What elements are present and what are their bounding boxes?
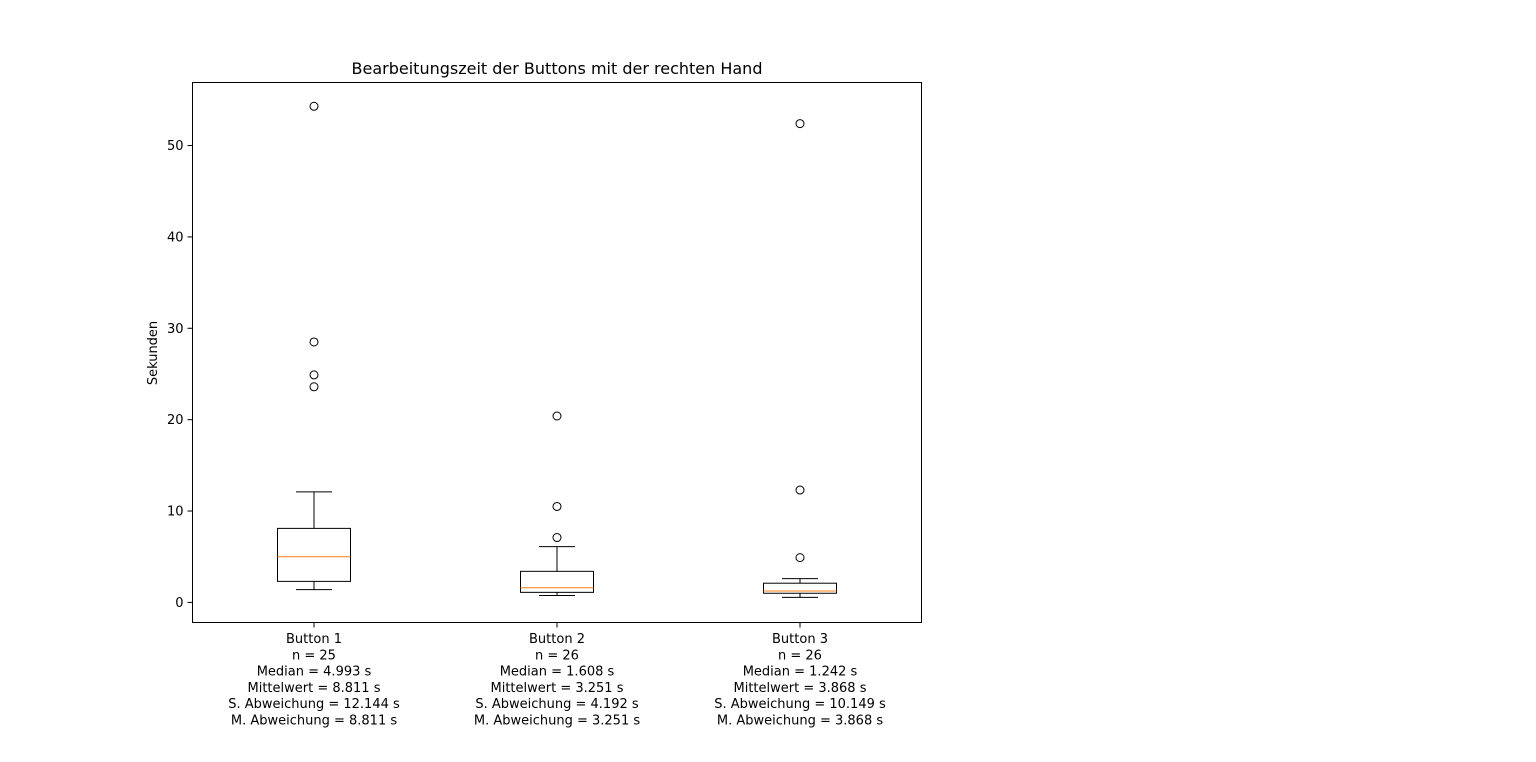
x-tick-label-line: Mittelwert = 8.811 s [248,681,381,696]
box-iqr [520,570,594,593]
x-tick-label-line: Button 2 [529,632,585,647]
y-tick-label: 40 [167,230,184,245]
x-tick-label-line: Mittelwert = 3.251 s [491,681,624,696]
outlier-point [309,101,319,111]
outlier-point [552,411,562,421]
x-tick-label-line: S. Abweichung = 4.192 s [475,697,639,712]
outlier-point [552,533,562,543]
axes-frame [192,82,922,623]
y-tick-label: 20 [167,413,184,428]
x-tick-label-line: Button 3 [772,632,828,647]
x-tick-label-line: M. Abweichung = 8.811 s [231,714,397,729]
x-tick-label-line: Median = 1.608 s [500,665,615,680]
chart-title: Bearbeitungszeit der Buttons mit der rec… [352,59,763,78]
plot-area: 0 10 20 30 40 50 Button 1n = 25 Median = 4.993 … [167,101,886,729]
outlier-point [309,382,319,392]
box-iqr [277,527,351,582]
x-tick-label-line: n = 26 [778,648,822,663]
x-tick-label-line: Mittelwert = 3.868 s [734,681,867,696]
y-axis-label: Sekunden [146,321,161,385]
x-tick-label-line: n = 26 [535,648,579,663]
x-tick-label-line: S. Abweichung = 10.149 s [714,697,886,712]
outlier-point [795,553,805,563]
x-tick-label-line: Button 1 [286,632,342,647]
x-tick-label-line: n = 25 [292,648,336,663]
x-tick-label-line: S. Abweichung = 12.144 s [228,697,400,712]
box-iqr [763,582,837,594]
y-tick-label: 0 [175,596,183,611]
y-tick-label: 50 [167,139,184,154]
outlier-point [309,370,319,380]
x-tick-label-line: Median = 1.242 s [743,665,858,680]
outlier-point [552,501,562,511]
outlier-point [795,485,805,495]
x-tick-label-line: Median = 4.993 s [257,665,372,680]
y-tick-label: 10 [167,505,184,520]
y-tick-label: 30 [167,322,184,337]
outlier-point [795,119,805,129]
x-tick-label-line: M. Abweichung = 3.868 s [717,714,883,729]
outlier-point [309,337,319,347]
x-tick-label-line: M. Abweichung = 3.251 s [474,714,640,729]
